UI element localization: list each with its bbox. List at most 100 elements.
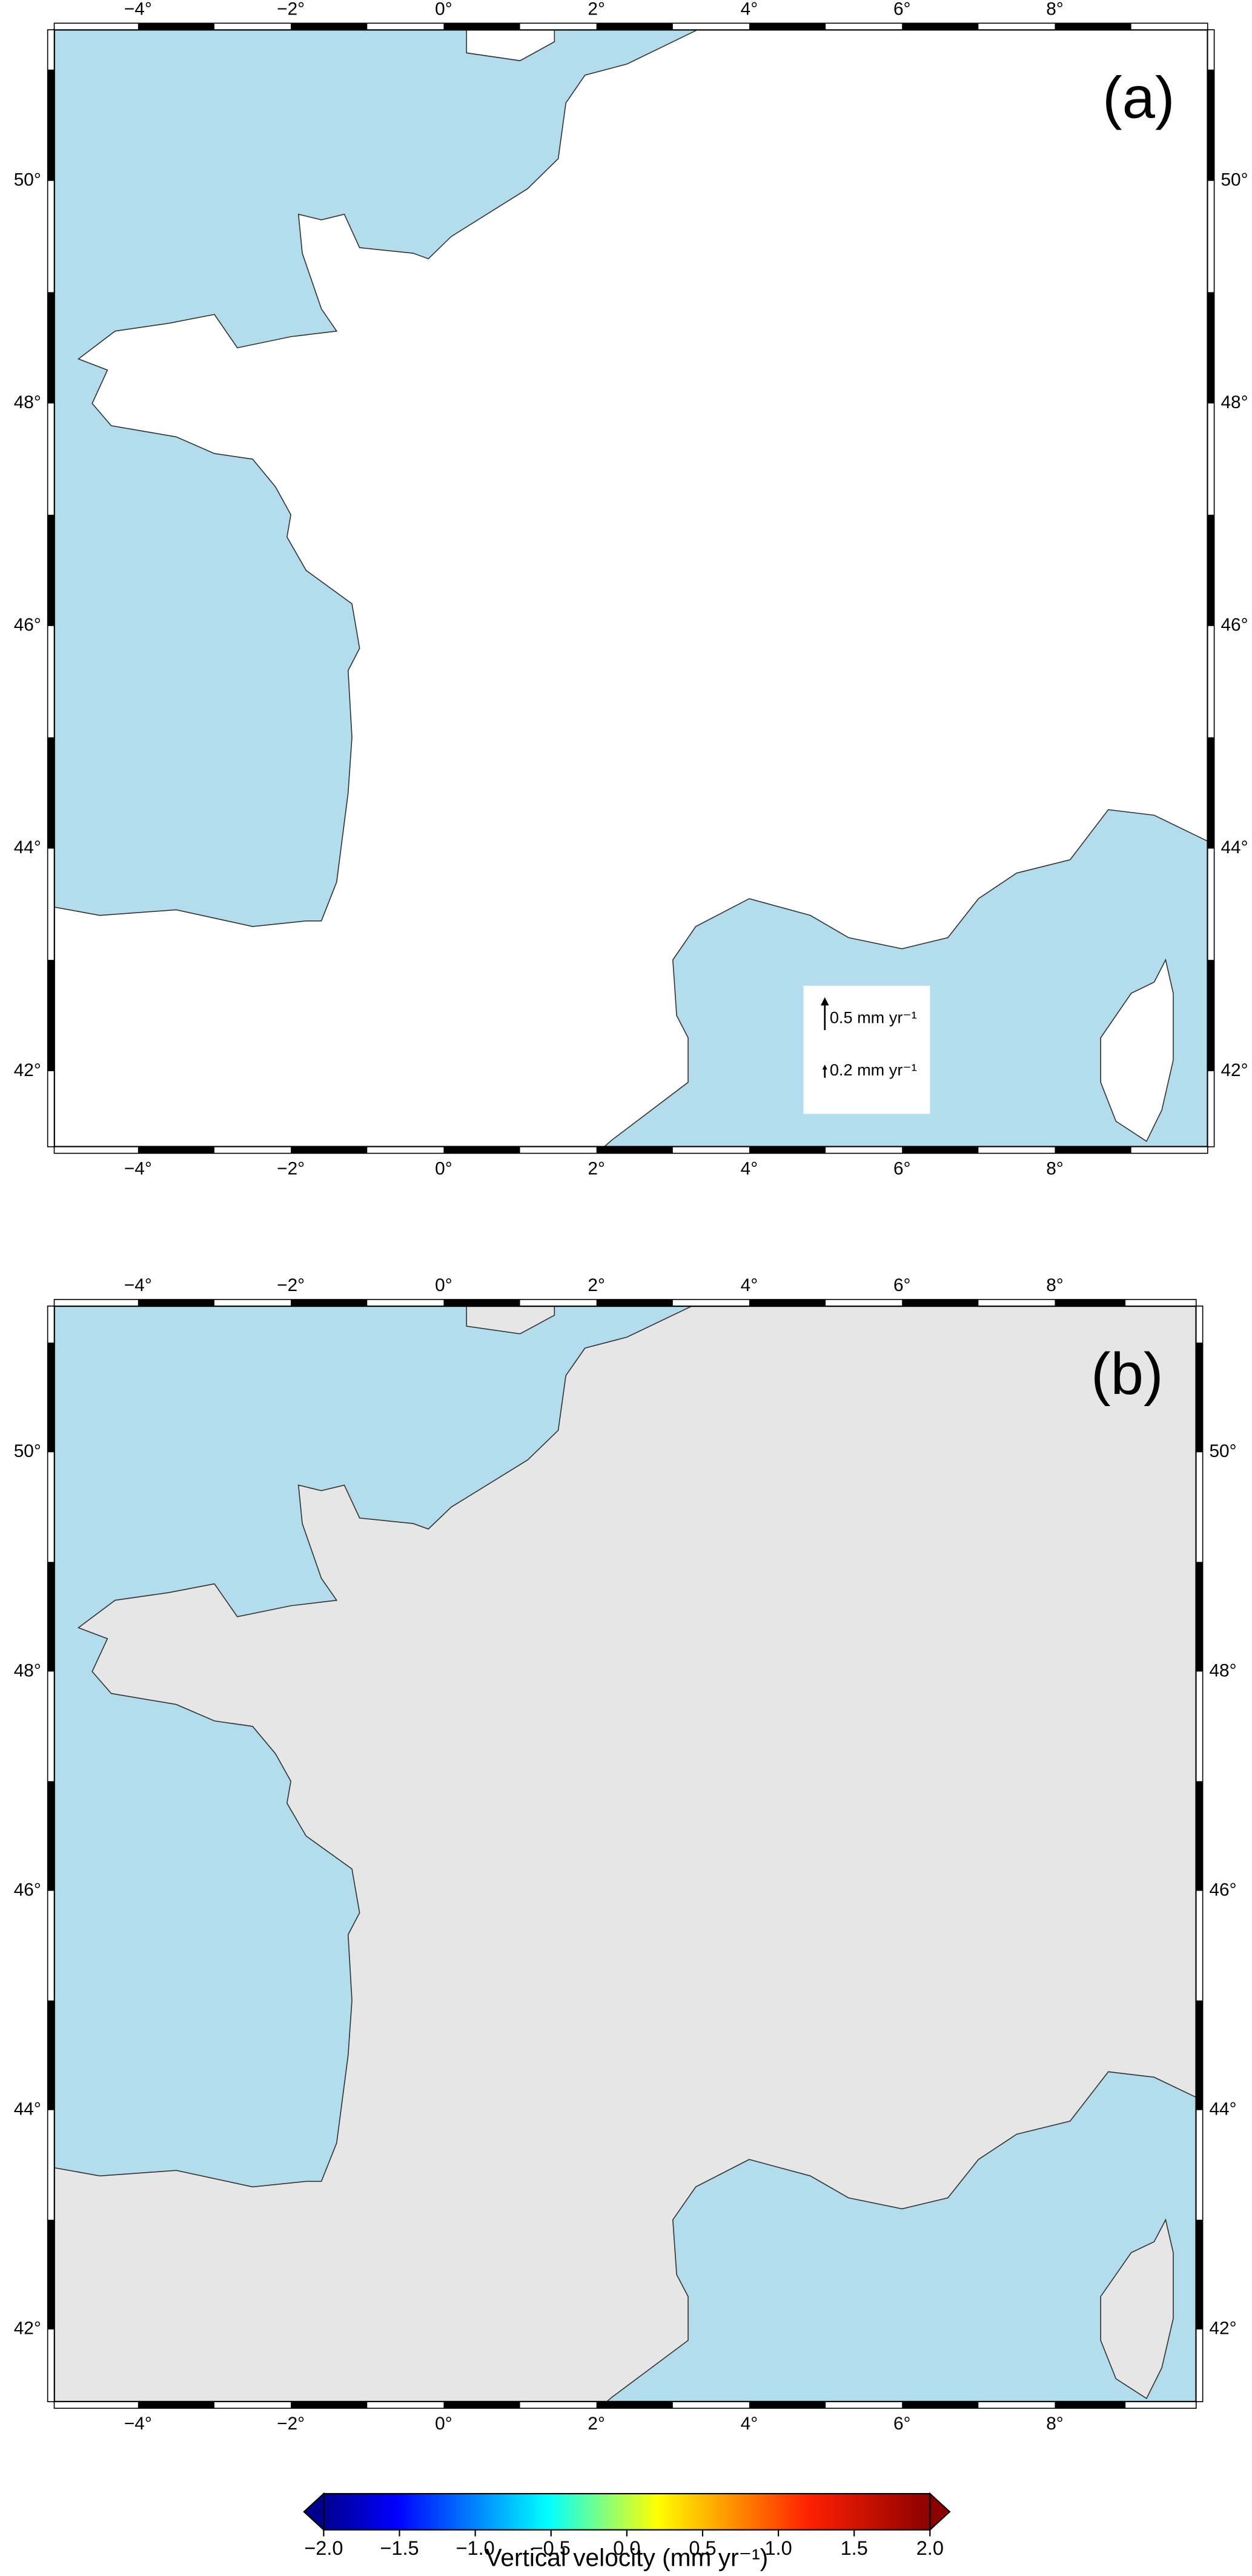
x-tick-label: 2° bbox=[588, 1159, 605, 1179]
colorbar-tick-label: 0.0 bbox=[613, 2537, 640, 2559]
frame-segment bbox=[137, 23, 214, 30]
frame-segment bbox=[1055, 23, 1131, 30]
frame-segment bbox=[137, 2402, 214, 2408]
colorbar-tick-label: 0.5 bbox=[689, 2537, 716, 2559]
y-tick-label: 42° bbox=[1209, 2319, 1236, 2339]
x-tick-label: 0° bbox=[435, 1159, 452, 1179]
y-tick-label: 48° bbox=[1221, 392, 1248, 412]
frame-segment bbox=[1196, 1781, 1203, 1891]
x-tick-label: 4° bbox=[741, 1275, 758, 1295]
frame-segment bbox=[1207, 960, 1214, 1071]
x-tick-label: −4° bbox=[124, 0, 152, 19]
x-tick-label: 4° bbox=[741, 2414, 758, 2434]
frame-segment bbox=[47, 69, 55, 181]
x-tick-label: 2° bbox=[588, 1275, 605, 1295]
y-tick-label: 42° bbox=[14, 2319, 41, 2339]
colorbar-tick-label: 2.0 bbox=[916, 2537, 944, 2559]
frame-segment bbox=[443, 1146, 520, 1154]
legend-arrowhead bbox=[820, 997, 829, 1006]
frame-segment bbox=[902, 2402, 979, 2408]
frame-segment bbox=[47, 515, 55, 626]
frame-segment bbox=[47, 292, 55, 404]
frame-segment bbox=[1196, 1342, 1203, 1453]
x-tick-label: 6° bbox=[893, 2414, 911, 2434]
y-tick-label: 46° bbox=[14, 615, 41, 635]
y-tick-label: 48° bbox=[14, 392, 41, 412]
y-tick-label: 42° bbox=[14, 1060, 41, 1080]
frame-segment bbox=[1207, 737, 1214, 849]
land bbox=[54, 1306, 1196, 2402]
frame-segment bbox=[596, 1299, 673, 1306]
y-tick-label: 46° bbox=[1209, 1880, 1236, 1900]
x-tick-label: 6° bbox=[893, 0, 911, 19]
land bbox=[466, 1306, 555, 1335]
x-tick-label: 0° bbox=[435, 2414, 452, 2434]
x-tick-label: 4° bbox=[741, 1159, 758, 1179]
frame-segment bbox=[749, 1146, 826, 1154]
frame-segment bbox=[902, 1299, 979, 1306]
frame-segment bbox=[1207, 515, 1214, 626]
x-tick-label: 4° bbox=[741, 0, 758, 19]
colorbar-tick-label: −2.0 bbox=[304, 2537, 343, 2559]
frame-segment bbox=[291, 23, 368, 30]
x-tick-label: 8° bbox=[1046, 1159, 1064, 1179]
colorbar-over bbox=[929, 2492, 951, 2532]
y-tick-label: 46° bbox=[1221, 615, 1248, 635]
frame-segment bbox=[749, 2402, 826, 2408]
land bbox=[1100, 958, 1174, 1142]
frame-segment bbox=[47, 1781, 55, 1891]
land bbox=[54, 30, 1208, 1147]
x-tick-label: 2° bbox=[588, 0, 605, 19]
legend-text: 0.2 mm yr⁻¹ bbox=[830, 1060, 917, 1079]
frame-segment bbox=[47, 2219, 55, 2330]
frame-segment bbox=[47, 1342, 55, 1453]
x-tick-label: −4° bbox=[124, 1159, 152, 1179]
y-tick-label: 50° bbox=[1209, 1441, 1236, 1461]
legend-arrowhead bbox=[822, 1065, 827, 1070]
frame-segment bbox=[596, 23, 673, 30]
x-tick-label: 2° bbox=[588, 2414, 605, 2434]
frame-segment bbox=[291, 1146, 368, 1154]
y-tick-label: 42° bbox=[1221, 1060, 1248, 1080]
x-tick-label: −2° bbox=[277, 1275, 305, 1295]
y-tick-label: 44° bbox=[1221, 837, 1248, 857]
frame-segment bbox=[1055, 1299, 1126, 1306]
x-tick-label: 6° bbox=[893, 1159, 911, 1179]
frame-segment bbox=[47, 2000, 55, 2110]
colorbar-tick-label: −1.0 bbox=[455, 2537, 494, 2559]
y-tick-label: 44° bbox=[14, 2099, 41, 2119]
land bbox=[1100, 2218, 1174, 2400]
frame-segment bbox=[1207, 292, 1214, 404]
map-panel bbox=[54, 1306, 1196, 2402]
colorbar-tick-label: −0.5 bbox=[532, 2537, 571, 2559]
x-tick-label: −4° bbox=[124, 2414, 152, 2434]
x-tick-label: 6° bbox=[893, 1275, 911, 1295]
x-tick-label: 0° bbox=[435, 0, 452, 19]
y-tick-label: 50° bbox=[14, 170, 41, 190]
frame-segment bbox=[902, 1146, 979, 1154]
colorbar-tick-label: −1.5 bbox=[380, 2537, 419, 2559]
colorbar-under bbox=[303, 2492, 325, 2532]
x-tick-label: 0° bbox=[435, 1275, 452, 1295]
y-tick-label: 48° bbox=[1209, 1660, 1236, 1680]
frame-segment bbox=[443, 2402, 520, 2408]
frame-segment bbox=[137, 1146, 214, 1154]
legend-text: 0.5 mm yr⁻¹ bbox=[830, 1008, 917, 1026]
colorbar-tick-label: 1.0 bbox=[764, 2537, 792, 2559]
map-panel bbox=[54, 30, 1208, 1147]
y-tick-label: 48° bbox=[14, 1660, 41, 1680]
colorbar bbox=[323, 2492, 931, 2531]
x-tick-label: −4° bbox=[124, 1275, 152, 1295]
colorbar-tick-label: 1.5 bbox=[841, 2537, 868, 2559]
y-tick-label: 50° bbox=[1221, 170, 1248, 190]
frame-segment bbox=[443, 23, 520, 30]
land bbox=[466, 30, 555, 62]
frame-segment bbox=[902, 23, 979, 30]
x-tick-label: −2° bbox=[277, 0, 305, 19]
frame-segment bbox=[443, 1299, 520, 1306]
frame-segment bbox=[1055, 2402, 1126, 2408]
frame-segment bbox=[137, 1299, 214, 1306]
frame-segment bbox=[291, 2402, 368, 2408]
